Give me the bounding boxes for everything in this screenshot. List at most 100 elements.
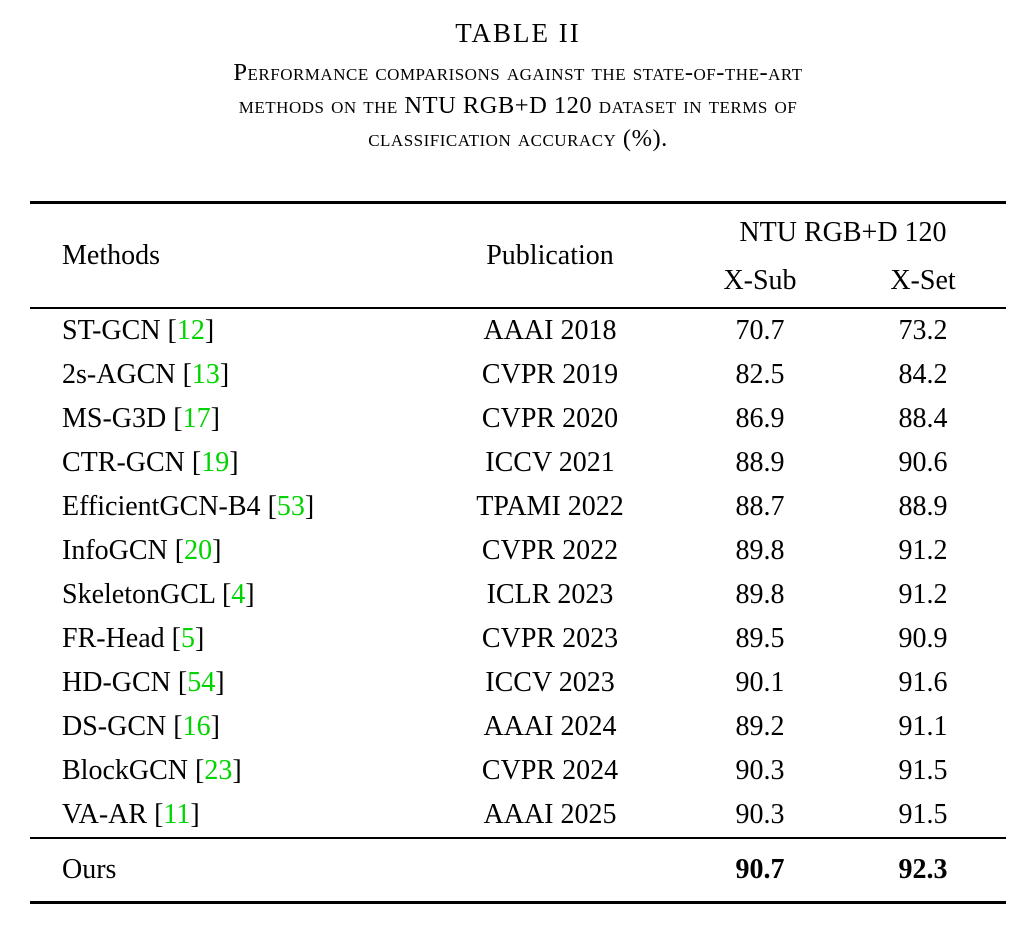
xsub-value: 88.9 xyxy=(735,447,785,478)
method-name: FR-Head xyxy=(62,623,172,654)
citation-link[interactable]: 54 xyxy=(187,667,216,698)
method-cell: BlockGCN [23] xyxy=(30,755,420,787)
caption-line: methods on the NTU RGB+D 120 dataset in … xyxy=(238,92,798,119)
citation-bracket-close: ] xyxy=(232,755,242,786)
citation-bracket-open: [ xyxy=(174,535,185,566)
publication-cell: CVPR 2020 xyxy=(481,403,619,434)
method-name: VA-AR xyxy=(62,799,155,830)
table-row: 2s-AGCN [13] CVPR 2019 82.5 84.2 xyxy=(30,353,1006,397)
xsub-value: 88.7 xyxy=(735,491,785,522)
table-row: BlockGCN [23] CVPR 2024 90.3 91.5 xyxy=(30,749,1006,793)
citation-bracket-open: [ xyxy=(191,447,202,478)
citation-bracket-open: [ xyxy=(167,315,177,346)
table-row: VA-AR [11] AAAI 2025 90.3 91.5 xyxy=(30,793,1006,837)
xset-value: 91.6 xyxy=(898,667,948,698)
publication-cell: ICCV 2023 xyxy=(485,667,615,698)
bottom-rule xyxy=(30,901,1006,904)
xsub-value: 89.2 xyxy=(735,711,785,742)
citation-bracket-open: [ xyxy=(195,755,205,786)
citation-bracket-close: ] xyxy=(210,403,220,434)
ours-xsub-value: 90.7 xyxy=(735,854,785,885)
publication-cell: CVPR 2022 xyxy=(481,535,619,566)
xset-value: 90.9 xyxy=(898,623,948,654)
table-number-title: TABLE II xyxy=(455,18,581,48)
citation-link[interactable]: 19 xyxy=(201,447,230,478)
publication-cell: CVPR 2023 xyxy=(481,623,619,654)
table-header: Methods Publication NTU RGB+D 120 X-Sub … xyxy=(30,204,1006,307)
xsub-value: 89.8 xyxy=(735,579,785,610)
method-cell: VA-AR [11] xyxy=(30,799,420,831)
xset-value: 91.2 xyxy=(898,579,948,610)
citation-link[interactable]: 12 xyxy=(176,315,205,346)
citation-link[interactable]: 16 xyxy=(182,711,211,742)
table-row: DS-GCN [16] AAAI 2024 89.2 91.1 xyxy=(30,705,1006,749)
xsub-value: 90.3 xyxy=(735,755,785,786)
citation-bracket-close: ] xyxy=(212,535,222,566)
method-name: HD-GCN xyxy=(62,667,178,698)
xset-value: 91.5 xyxy=(898,799,948,830)
citation-link[interactable]: 4 xyxy=(231,579,246,610)
xsub-value: 89.8 xyxy=(735,535,785,566)
citation-link[interactable]: 11 xyxy=(163,799,191,830)
xset-value: 91.2 xyxy=(898,535,948,566)
method-name: EfficientGCN-B4 xyxy=(62,491,268,522)
publication-cell: AAAI 2018 xyxy=(483,315,617,346)
method-name: CTR-GCN xyxy=(62,447,192,478)
xsub-value: 90.1 xyxy=(735,667,785,698)
citation-link[interactable]: 17 xyxy=(182,403,211,434)
xsub-value: 82.5 xyxy=(735,359,785,390)
table-row: MS-G3D [17] CVPR 2020 86.9 88.4 xyxy=(30,397,1006,441)
xset-value: 88.4 xyxy=(898,403,948,434)
ours-method-cell: Ours xyxy=(62,854,117,885)
publication-cell: AAAI 2025 xyxy=(483,799,617,830)
publication-cell: ICCV 2021 xyxy=(485,447,615,478)
header-xsub: X-Sub xyxy=(723,265,797,296)
table-row: CTR-GCN [19] ICCV 2021 88.9 90.6 xyxy=(30,441,1006,485)
xset-value: 91.5 xyxy=(898,755,948,786)
table-row: EfficientGCN-B4 [53] TPAMI 2022 88.7 88.9 xyxy=(30,485,1006,529)
xsub-value: 89.5 xyxy=(735,623,785,654)
table-caption: Performance comparisons against the stat… xyxy=(0,56,1036,155)
method-name: MS-G3D xyxy=(62,403,174,434)
citation-bracket-open: [ xyxy=(171,623,181,654)
citation-bracket-close: ] xyxy=(304,491,315,522)
citation-link[interactable]: 5 xyxy=(180,623,195,654)
citation-bracket-close: ] xyxy=(245,579,255,610)
caption-line: classification accuracy (%). xyxy=(368,125,668,152)
publication-cell: CVPR 2024 xyxy=(481,755,619,786)
xset-value: 84.2 xyxy=(898,359,948,390)
method-cell: MS-G3D [17] xyxy=(30,403,420,435)
xset-value: 73.2 xyxy=(898,315,948,346)
method-name: SkeletonGCL xyxy=(62,579,222,610)
citation-bracket-open: [ xyxy=(154,799,164,830)
publication-cell: TPAMI 2022 xyxy=(476,491,624,522)
ours-separator-rule xyxy=(30,837,1006,839)
citation-bracket-open: [ xyxy=(177,667,188,698)
citation-bracket-close: ] xyxy=(210,711,220,742)
citation-bracket-close: ] xyxy=(194,623,205,654)
citation-link[interactable]: 53 xyxy=(276,491,305,522)
citation-bracket-close: ] xyxy=(219,359,230,390)
top-rule xyxy=(30,201,1006,204)
citation-link[interactable]: 13 xyxy=(191,359,220,390)
xset-value: 88.9 xyxy=(898,491,948,522)
citation-bracket-open: [ xyxy=(221,579,232,610)
table-row: ST-GCN [12] AAAI 2018 70.7 73.2 xyxy=(30,309,1006,353)
method-cell: FR-Head [5] xyxy=(30,623,420,655)
header-methods: Methods xyxy=(62,240,160,271)
method-cell: CTR-GCN [19] xyxy=(30,447,420,479)
xset-value: 91.1 xyxy=(898,711,948,742)
citation-bracket-open: [ xyxy=(173,403,183,434)
publication-cell: CVPR 2019 xyxy=(481,359,619,390)
results-table: Methods Publication NTU RGB+D 120 X-Sub … xyxy=(30,201,1006,904)
citation-bracket-open: [ xyxy=(267,491,277,522)
header-rule xyxy=(30,307,1006,309)
citation-link[interactable]: 23 xyxy=(204,755,233,786)
method-name: 2s-AGCN xyxy=(62,359,183,390)
citation-bracket-close: ] xyxy=(215,667,225,698)
method-name: DS-GCN xyxy=(62,711,174,742)
citation-link[interactable]: 20 xyxy=(184,535,213,566)
header-dataset-group: NTU RGB+D 120 xyxy=(739,217,947,248)
method-name: ST-GCN xyxy=(62,315,168,346)
